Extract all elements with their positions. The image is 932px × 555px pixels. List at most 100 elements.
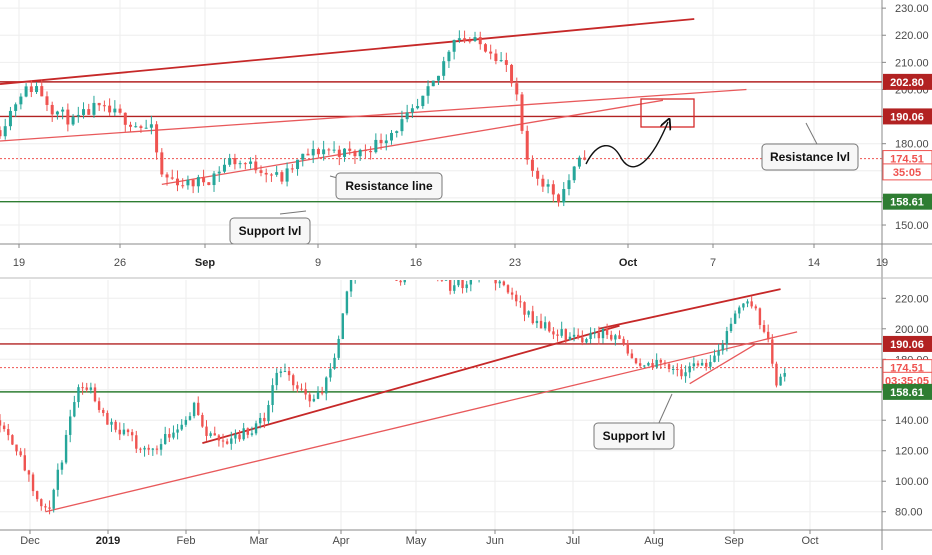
candle xyxy=(348,141,352,156)
candle xyxy=(164,426,167,445)
candle xyxy=(168,428,171,442)
candle xyxy=(0,126,2,139)
candle xyxy=(567,174,571,196)
candle xyxy=(424,266,426,271)
candle xyxy=(400,110,404,136)
candle xyxy=(85,382,88,393)
candle xyxy=(469,280,473,292)
candle xyxy=(40,498,43,511)
candle xyxy=(300,383,303,391)
candle xyxy=(322,140,326,161)
candle xyxy=(601,327,605,344)
candle xyxy=(746,299,749,308)
bottom-trendlines[interactable] xyxy=(45,288,798,513)
candle xyxy=(337,335,340,360)
candle xyxy=(242,422,245,441)
candle xyxy=(271,378,274,413)
projection-arrow[interactable] xyxy=(585,122,668,168)
candle xyxy=(589,327,592,344)
callout-resistance-lvl[interactable]: Resistance lvl xyxy=(761,143,859,171)
top-price-tag-label: 202.80 xyxy=(890,77,924,89)
candle xyxy=(705,359,708,371)
top-time-axis[interactable]: 19 26 Sep 9 16 23 Oct 7 14 19 xyxy=(13,244,888,269)
candle xyxy=(92,95,96,118)
candle xyxy=(560,321,563,338)
candle xyxy=(527,310,530,318)
candle xyxy=(45,91,49,112)
candle xyxy=(494,49,498,65)
candle xyxy=(564,328,568,344)
bottom-time-axis[interactable]: Dec 2019 Feb Mar Apr May Jun Jul Aug Sep Oct xyxy=(20,530,819,547)
candle xyxy=(258,412,262,429)
candle xyxy=(605,323,609,339)
candle xyxy=(461,280,464,294)
candle xyxy=(296,381,299,393)
trendline-resistance[interactable] xyxy=(0,18,695,85)
candle xyxy=(102,407,105,417)
candle xyxy=(379,133,383,150)
candle xyxy=(329,363,332,382)
candle xyxy=(473,31,477,43)
candle xyxy=(280,170,284,185)
trendline-rising_dark[interactable] xyxy=(598,288,781,330)
trendline-rising_dark[interactable] xyxy=(202,324,620,444)
candle xyxy=(275,165,279,177)
candle xyxy=(515,77,519,101)
callout-support-lvl-2[interactable]: Support lvl xyxy=(593,422,675,450)
candle xyxy=(738,305,741,319)
bottom-xtick-label: Jul xyxy=(566,535,580,547)
bottom-xtick-label: Apr xyxy=(332,535,349,547)
candle xyxy=(2,422,6,432)
candle xyxy=(387,269,389,274)
candle xyxy=(308,391,311,408)
top-plot-area[interactable] xyxy=(0,0,882,244)
candle xyxy=(254,420,258,436)
candle xyxy=(468,37,472,44)
candle xyxy=(750,295,753,309)
trendline-rising_light[interactable] xyxy=(689,343,757,385)
candle xyxy=(81,382,84,395)
top-price-tag-label: 158.61 xyxy=(890,197,924,209)
candle xyxy=(143,445,146,457)
candle xyxy=(562,182,566,207)
trendline-rising_light[interactable] xyxy=(45,331,798,513)
candle xyxy=(40,79,44,97)
candle xyxy=(118,104,122,115)
candle xyxy=(709,354,712,370)
candle xyxy=(725,326,729,352)
top-trendlines[interactable] xyxy=(0,18,747,185)
candle xyxy=(374,133,378,154)
candle xyxy=(597,326,601,345)
candle xyxy=(771,334,774,367)
bottom-candles xyxy=(0,266,786,515)
candle xyxy=(436,75,440,85)
bottom-xtick-label: Mar xyxy=(250,535,269,547)
candle xyxy=(296,159,300,176)
candle xyxy=(311,140,315,164)
resistance-lvl-pointer xyxy=(805,122,819,147)
candle xyxy=(159,438,163,456)
candle xyxy=(333,353,336,370)
callout-support-lvl[interactable]: Support lvl xyxy=(229,217,311,245)
candle xyxy=(766,324,770,343)
candle xyxy=(316,386,320,400)
candle xyxy=(426,80,430,104)
top-price-tag-label: 174.51 xyxy=(890,154,924,166)
callout-resistance-line[interactable]: Resistance line xyxy=(335,172,443,200)
bottom-plot-area[interactable] xyxy=(0,280,882,530)
candle xyxy=(448,280,452,295)
candle xyxy=(238,160,242,169)
bottom-price-axis[interactable]: 220.00200.00180.00160.00140.00120.00100.… xyxy=(882,293,929,519)
candle xyxy=(539,313,543,329)
candle xyxy=(399,280,402,286)
trendline-rising_light[interactable] xyxy=(161,99,664,185)
candle xyxy=(35,82,39,95)
candle xyxy=(634,357,638,365)
trendline-rising_light[interactable] xyxy=(0,88,747,142)
candle xyxy=(118,422,121,441)
candle xyxy=(614,333,617,346)
bottom-xtick-label: Oct xyxy=(801,535,818,547)
bottom-price-tag-resistance: 190.06 xyxy=(883,335,932,352)
